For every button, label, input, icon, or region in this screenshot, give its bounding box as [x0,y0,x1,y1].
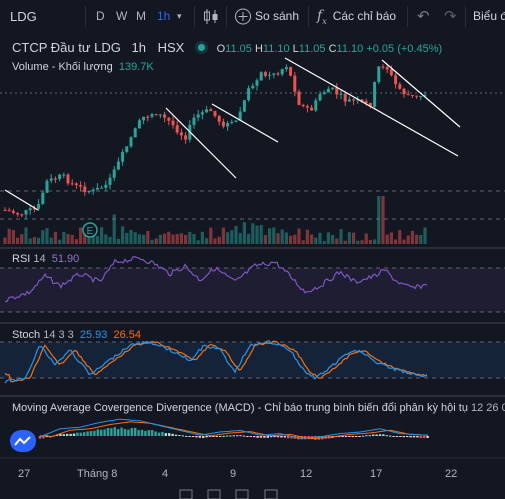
candles-icon [204,9,218,24]
ohlc-c-label: C [328,43,337,55]
tradingview-logo[interactable] [10,430,36,452]
compare-label: So sánh [255,9,300,23]
ohlc-o-label: O [216,43,226,55]
ohlc-h-label: H [254,43,263,55]
interval-m-button[interactable]: M [136,9,146,23]
ohlc-l-label: L [292,43,299,55]
rsi-line [5,256,428,303]
symbol-search-button[interactable]: LDG [10,9,37,24]
toolbar-divider [308,6,309,27]
ohlc-o-value: 11.05 [225,43,252,55]
stoch-d-value: 26.54 [113,329,141,341]
volume-legend: Volume - Khối lượng 139.7K [12,61,154,73]
stoch-lines [4,340,428,384]
earnings-marker-letter: E [87,226,94,237]
chart-layout-button[interactable]: Biểu đ [473,9,505,23]
interval-d-button[interactable]: D [96,9,105,23]
interval-1h-button[interactable]: 1h [157,9,171,23]
market-status-dot[interactable] [197,44,205,51]
ohlc-l-value: 11.05 [298,43,326,55]
stoch-legend: Stoch 14 3 3 25.93 26.54 [12,329,141,341]
chart-type-button[interactable] [202,0,220,33]
redo-button[interactable]: ↷ [444,8,457,25]
main-legend: CTCP Đầu tư LDG 1h HSX O11.05 H11.10 L11… [12,40,442,55]
legend-interval: 1h [131,40,146,55]
stoch-params: 14 3 3 [43,329,74,341]
price-candles [3,64,427,220]
interval-w-button[interactable]: W [116,9,128,23]
rsi-param: 14 [33,253,46,265]
undo-button[interactable]: ↶ [417,8,430,25]
volume-value: 139.7K [118,61,154,73]
rsi-value: 51.90 [51,253,80,265]
compare-button[interactable]: So sánh [234,0,299,33]
trendlines [4,57,461,211]
macd-histogram [38,418,429,440]
interval-dropdown-icon[interactable]: ▾ [177,11,182,21]
time-axis: 27 Tháng 8 4 9 12 17 22 [18,468,457,480]
chart-logo-icon [14,436,31,446]
earnings-marker[interactable] [82,222,98,238]
time-tick: Tháng 8 [77,468,117,480]
macd-label: Moving Average Covergence Divergence (MA… [12,402,468,414]
indicators-label: Các chỉ báo [332,9,397,23]
toolbar-divider [194,6,195,27]
time-tick: 27 [18,468,30,480]
time-tick: 9 [230,468,236,480]
stoch-band [0,342,505,378]
stoch-label: Stoch [12,329,41,341]
plus-circle-icon [235,8,251,25]
rsi-label: RSI [12,253,31,265]
toolbar-divider [465,6,466,27]
toolbar-divider [85,6,86,27]
macd-params: 12 26 0 [471,402,505,414]
indicators-button[interactable]: fx Các chỉ báo [317,0,396,33]
stoch-k-value: 25.93 [79,329,108,341]
chart-canvas[interactable]: E 27 Tháng 8 4 9 12 17 22 [0,33,505,499]
fx-icon: fx [317,8,327,26]
toolbar-divider [226,6,227,27]
bottom-controls[interactable] [179,489,278,499]
time-tick: 4 [162,468,168,480]
ohlc-change: +0.05 (+0.45%) [366,43,443,55]
toolbar-divider [407,6,408,27]
time-tick: 17 [370,468,382,480]
volume-bars [3,196,427,244]
top-toolbar: LDG D W M 1h ▾ So sánh fx Các chỉ báo ↶ ↷… [0,0,505,34]
legend-title: CTCP Đầu tư LDG [12,40,121,55]
time-tick: 12 [300,468,312,480]
rsi-legend: RSI 14 51.90 [12,253,79,265]
legend-exchange: HSX [157,40,185,55]
ohlc-h-value: 11.10 [262,43,290,55]
ohlc-c-value: 11.10 [336,43,364,55]
volume-label: Volume - Khối lượng [12,61,113,73]
time-tick: 22 [445,468,457,480]
macd-legend: Moving Average Covergence Divergence (MA… [12,402,505,414]
